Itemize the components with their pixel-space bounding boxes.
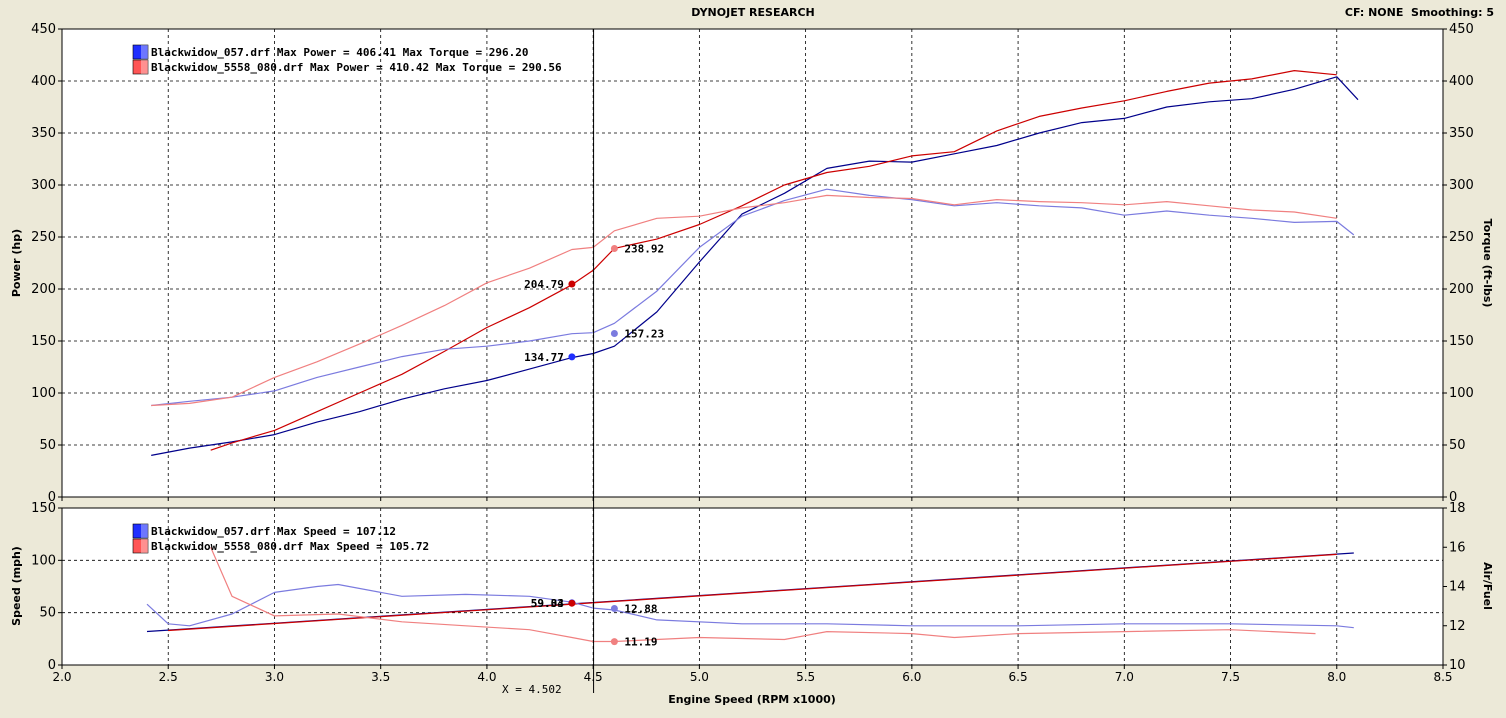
x-tick-label: 3.0 — [265, 670, 284, 684]
y-right-tick-label: 12 — [1449, 619, 1466, 634]
y-left-tick-label: 0 — [48, 490, 56, 505]
x-tick-label: 2.0 — [52, 670, 71, 684]
data-point-label: 59.04 — [531, 597, 564, 610]
chart-header-settings: CF: NONE Smoothing: 5 — [1345, 6, 1494, 19]
data-point-label: 157.23 — [624, 327, 664, 340]
y-left-tick-label: 400 — [31, 74, 56, 89]
y-right-tick-label: 50 — [1449, 438, 1466, 453]
y-right-tick-label: 100 — [1449, 386, 1474, 401]
series-line-0-1 — [210, 69, 1337, 451]
legend-entry: Blackwidow_057.drf Max Speed = 107.12 — [151, 525, 396, 538]
data-point-label: 204.79 — [524, 278, 564, 291]
speed-axis-title: Speed (mph) — [10, 546, 23, 626]
y-right-tick-label: 14 — [1449, 580, 1466, 595]
data-point-marker — [568, 599, 576, 607]
series-line-0-0 — [151, 76, 1359, 456]
legend-swatch-highlight — [141, 60, 148, 74]
y-left-tick-label: 150 — [31, 334, 56, 349]
y-left-tick-label: 100 — [31, 553, 56, 568]
y-left-tick-label: 100 — [31, 386, 56, 401]
legend-entry: Blackwidow_5558_080.drf Max Power = 410.… — [151, 61, 562, 74]
y-right-tick-label: 18 — [1449, 501, 1466, 516]
x-axis-title: Engine Speed (RPM x1000) — [668, 693, 836, 706]
legend-swatch-highlight — [141, 45, 148, 59]
y-left-tick-label: 200 — [31, 282, 56, 297]
y-right-tick-label: 150 — [1449, 334, 1474, 349]
y-right-tick-label: 300 — [1449, 178, 1474, 193]
legend-layer: Blackwidow_057.drf Max Power = 406.41 Ma… — [132, 44, 562, 554]
grid-layer — [62, 29, 1443, 665]
y-right-tick-label: 0 — [1449, 490, 1457, 505]
y-left-tick-label: 350 — [31, 126, 56, 141]
x-tick-label: 2.5 — [159, 670, 178, 684]
x-tick-label: 8.0 — [1327, 670, 1346, 684]
legend-swatch-highlight — [141, 524, 148, 538]
y-right-tick-label: 350 — [1449, 126, 1474, 141]
x-tick-label: 3.5 — [371, 670, 390, 684]
y-right-tick-label: 10 — [1449, 658, 1466, 673]
data-point-label: 134.77 — [524, 351, 564, 364]
power-axis-title: Power (hp) — [10, 229, 23, 297]
data-point-label: 11.19 — [624, 636, 657, 649]
x-tick-label: 7.5 — [1221, 670, 1240, 684]
x-tick-label: 5.0 — [690, 670, 709, 684]
x-tick-label: 6.0 — [902, 670, 921, 684]
cursor-layer: X = 4.502 — [502, 29, 595, 696]
x-tick-label: 4.0 — [477, 670, 496, 684]
y-left-tick-label: 300 — [31, 178, 56, 193]
legend-swatch — [132, 538, 149, 554]
data-point-marker — [568, 353, 576, 361]
chart-header-title: DYNOJET RESEARCH — [691, 6, 814, 19]
series-layer — [146, 69, 1359, 643]
series-line-1-1 — [168, 553, 1337, 632]
data-point-label: 238.92 — [624, 243, 664, 256]
x-tick-label: 5.5 — [796, 670, 815, 684]
data-point-marker — [610, 638, 618, 646]
y-left-tick-label: 0 — [48, 658, 56, 673]
y-left-tick-label: 50 — [39, 606, 56, 621]
y-right-tick-label: 250 — [1449, 230, 1474, 245]
data-point-marker — [568, 280, 576, 288]
power-torque-plot-area — [61, 28, 1444, 498]
y-left-tick-label: 250 — [31, 230, 56, 245]
data-point-label: 12.88 — [624, 602, 657, 615]
y-right-tick-label: 400 — [1449, 74, 1474, 89]
legend-swatch — [132, 59, 149, 75]
y-left-tick-label: 450 — [31, 22, 56, 37]
y-left-tick-label: 150 — [31, 501, 56, 516]
afr-axis-title: Air/Fuel — [1481, 562, 1494, 610]
series-line-0-2 — [151, 188, 1355, 407]
y-right-tick-label: 16 — [1449, 540, 1466, 555]
series-line-0-3 — [151, 194, 1337, 407]
series-line-1-2 — [146, 583, 1354, 629]
legend-swatch — [132, 523, 149, 539]
x-tick-label: 6.5 — [1009, 670, 1028, 684]
cursor-readout: X = 4.502 — [502, 683, 562, 696]
x-tick-label: 8.5 — [1433, 670, 1452, 684]
legend-swatch-highlight — [141, 539, 148, 553]
torque-axis-title: Torque (ft-lbs) — [1481, 219, 1494, 308]
legend-entry: Blackwidow_5558_080.drf Max Speed = 105.… — [151, 540, 429, 553]
y-right-tick-label: 200 — [1449, 282, 1474, 297]
data-point-marker — [610, 329, 618, 337]
legend-swatch — [132, 44, 149, 60]
y-right-tick-label: 450 — [1449, 22, 1474, 37]
x-tick-label: 4.5 — [584, 670, 603, 684]
legend-entry: Blackwidow_057.drf Max Power = 406.41 Ma… — [151, 46, 529, 59]
data-point-marker — [610, 604, 618, 612]
x-tick-label: 7.0 — [1115, 670, 1134, 684]
axis-layer: 0501001502002503003504004500501001502002… — [31, 22, 1474, 684]
y-left-tick-label: 50 — [39, 438, 56, 453]
data-point-label: 59.33 — [531, 597, 564, 610]
data-point-marker — [610, 245, 618, 253]
